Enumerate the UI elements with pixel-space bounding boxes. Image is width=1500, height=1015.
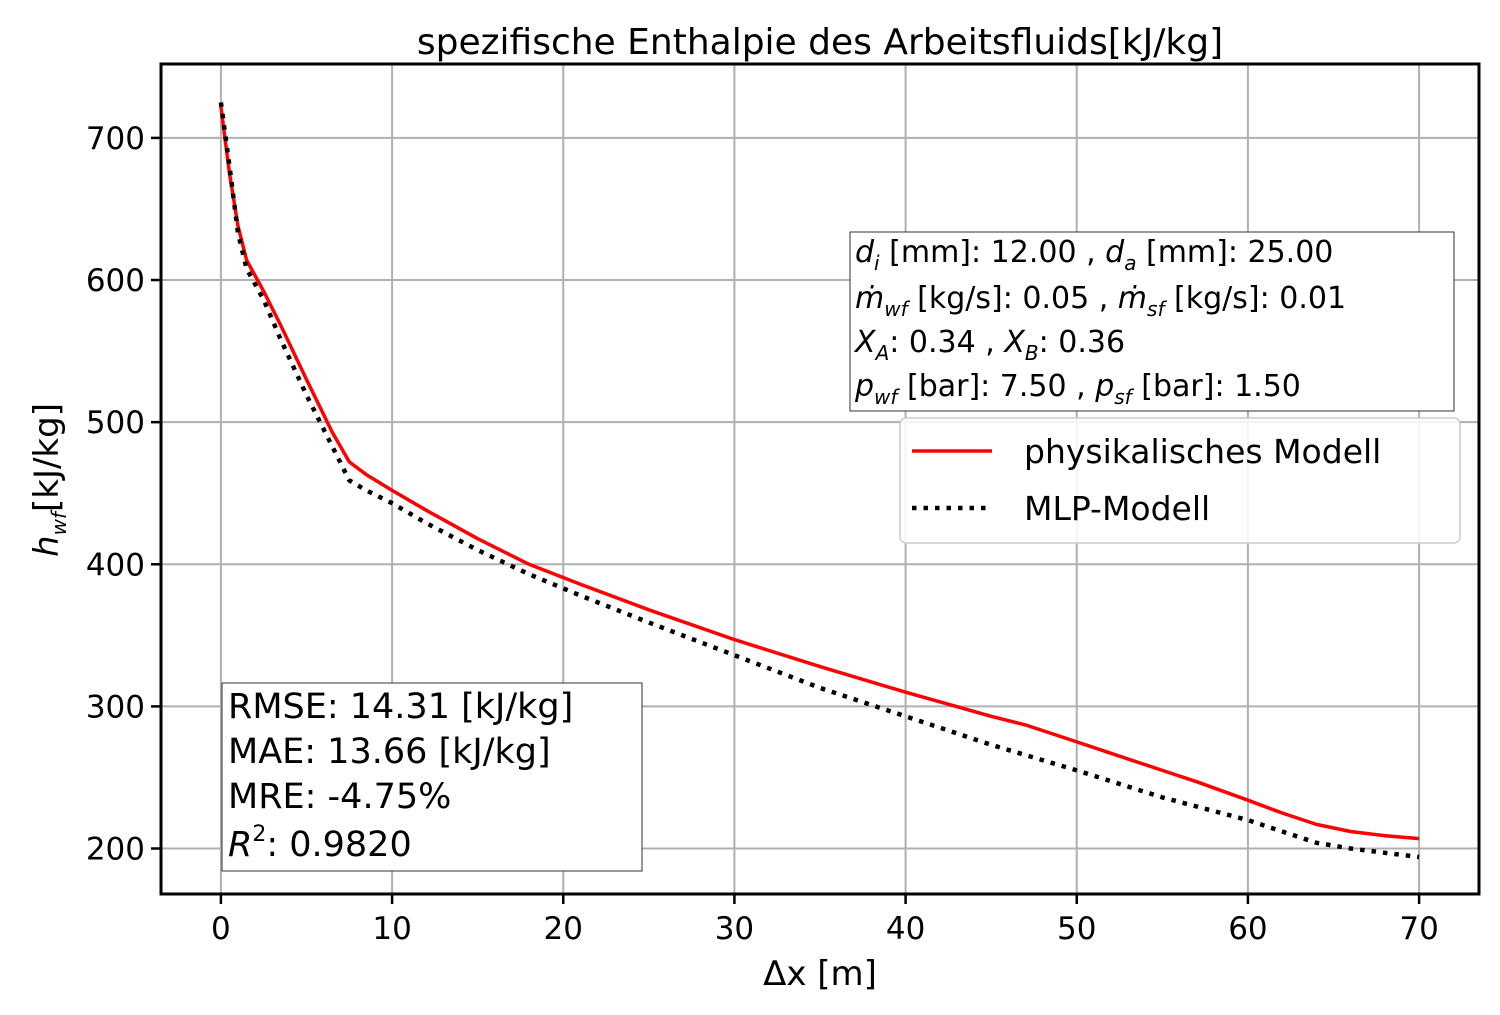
y-tick-label: 400 [86,547,145,583]
info-line-fractions: XA: 0.34 , XB: 0.36 [853,325,1125,365]
y-axis-title: hwf[kJ/kg] [27,403,71,557]
metrics-box: RMSE: 14.31 [kJ/kg] MAE: 13.66 [kJ/kg] M… [221,682,643,872]
y-tick-label: 300 [86,689,145,725]
series-layer [218,102,1420,860]
x-tick-label: 30 [715,911,754,947]
legend: physikalisches Modell MLP-Modell [899,417,1461,544]
y-tick-label: 600 [86,263,145,299]
x-axis-ticks: 0 10 20 30 40 50 60 70 [211,894,1439,947]
x-tick-label: 20 [544,911,583,947]
metric-r2: R2: 0.9820 [228,822,412,865]
y-axis-ticks: 200 300 400 500 600 700 [86,121,161,868]
parameter-info-box: di [mm]: 12.00 , da [mm]: 25.00 ṁwf [kg/… [849,231,1455,412]
info-line-pressures: pwf [bar]: 7.50 , psf [bar]: 1.50 [854,369,1301,409]
x-tick-label: 0 [211,911,231,947]
y-axis-title-main: h [27,535,67,557]
series-line-mlp-modell [218,102,1420,860]
y-tick-label: 700 [86,121,145,157]
y-tick-label: 200 [86,832,145,868]
x-tick-label: 70 [1399,911,1438,947]
legend-frame [899,417,1461,544]
x-tick-label: 10 [372,911,411,947]
info-line-massflows: ṁwf [kg/s]: 0.05 , ṁsf [kg/s]: 0.01 [855,281,1346,321]
y-axis-title-unit: [kJ/kg] [27,403,67,512]
x-tick-label: 60 [1228,911,1267,947]
metric-rmse: RMSE: 14.31 [kJ/kg] [228,687,573,727]
y-axis-title-sub: wf [47,509,71,535]
legend-label-mlp-modell: MLP-Modell [1024,489,1210,528]
x-tick-label: 40 [886,911,925,947]
x-tick-label: 50 [1057,911,1096,947]
plot-frame [159,62,1481,896]
metric-mae: MAE: 13.66 [kJ/kg] [228,732,551,772]
legend-label-physikalisches-modell: physikalisches Modell [1024,432,1381,471]
x-axis-title: Δx [m] [763,954,877,994]
chart-title: spezifische Enthalpie des Arbeitsfluids[… [417,22,1223,63]
metrics-frame [221,682,643,872]
y-tick-label: 500 [86,405,145,441]
info-line-diameters: di [mm]: 12.00 , da [mm]: 25.00 [855,235,1333,275]
metric-mre: MRE: -4.75% [228,777,451,817]
series-line-physikalisches-modell [219,106,1420,841]
parameter-info-frame [849,231,1455,412]
